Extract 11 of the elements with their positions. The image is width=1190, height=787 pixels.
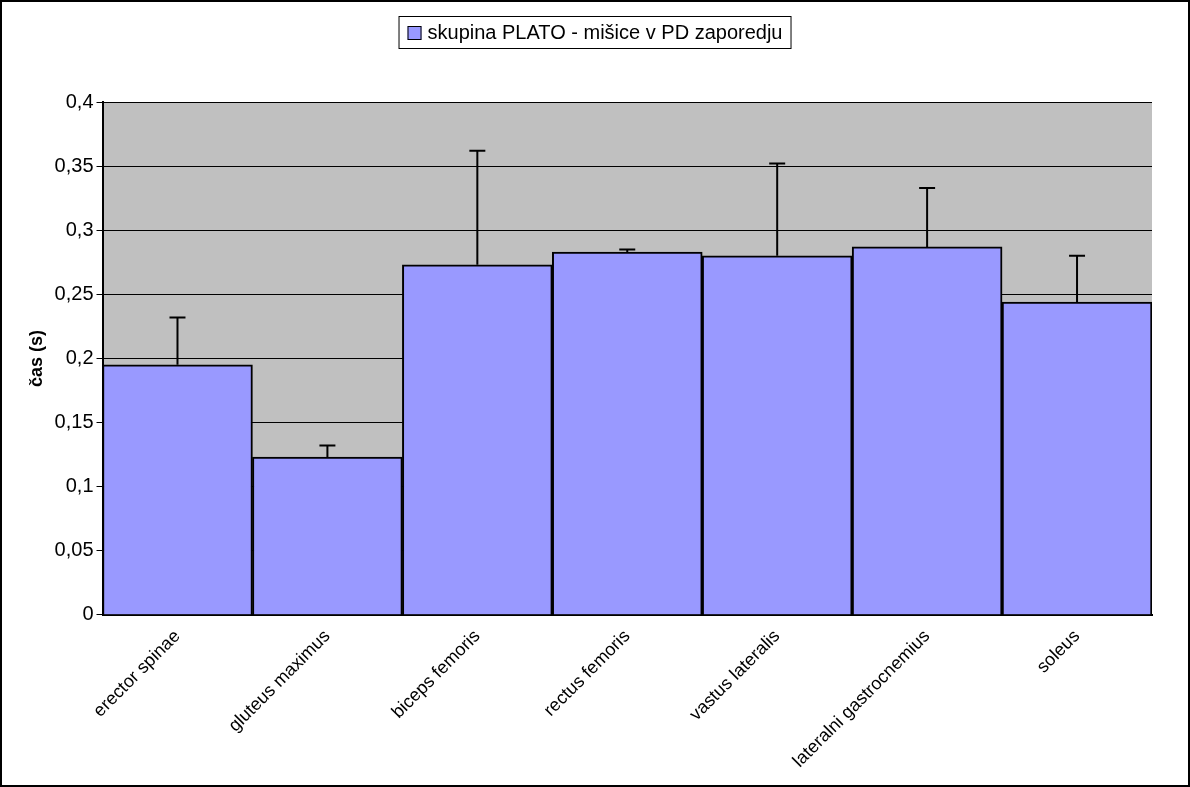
- y-tick-label: 0: [82, 602, 94, 625]
- y-tick-label: 0,3: [65, 217, 94, 240]
- y-axis-title: čas (s): [25, 329, 46, 387]
- y-tick-label: 0,1: [65, 474, 94, 497]
- y-tick-label: 0,35: [54, 153, 94, 176]
- text: skupina PLATO - mišice v PD zaporedju: [427, 21, 783, 44]
- y-tick-label: 0,25: [54, 281, 94, 304]
- y-tick-label: 0,15: [54, 410, 94, 433]
- y-tick-label: 0,05: [54, 538, 94, 561]
- y-tick-label: 0,2: [65, 345, 94, 368]
- y-tick-label: 0,4: [65, 89, 94, 112]
